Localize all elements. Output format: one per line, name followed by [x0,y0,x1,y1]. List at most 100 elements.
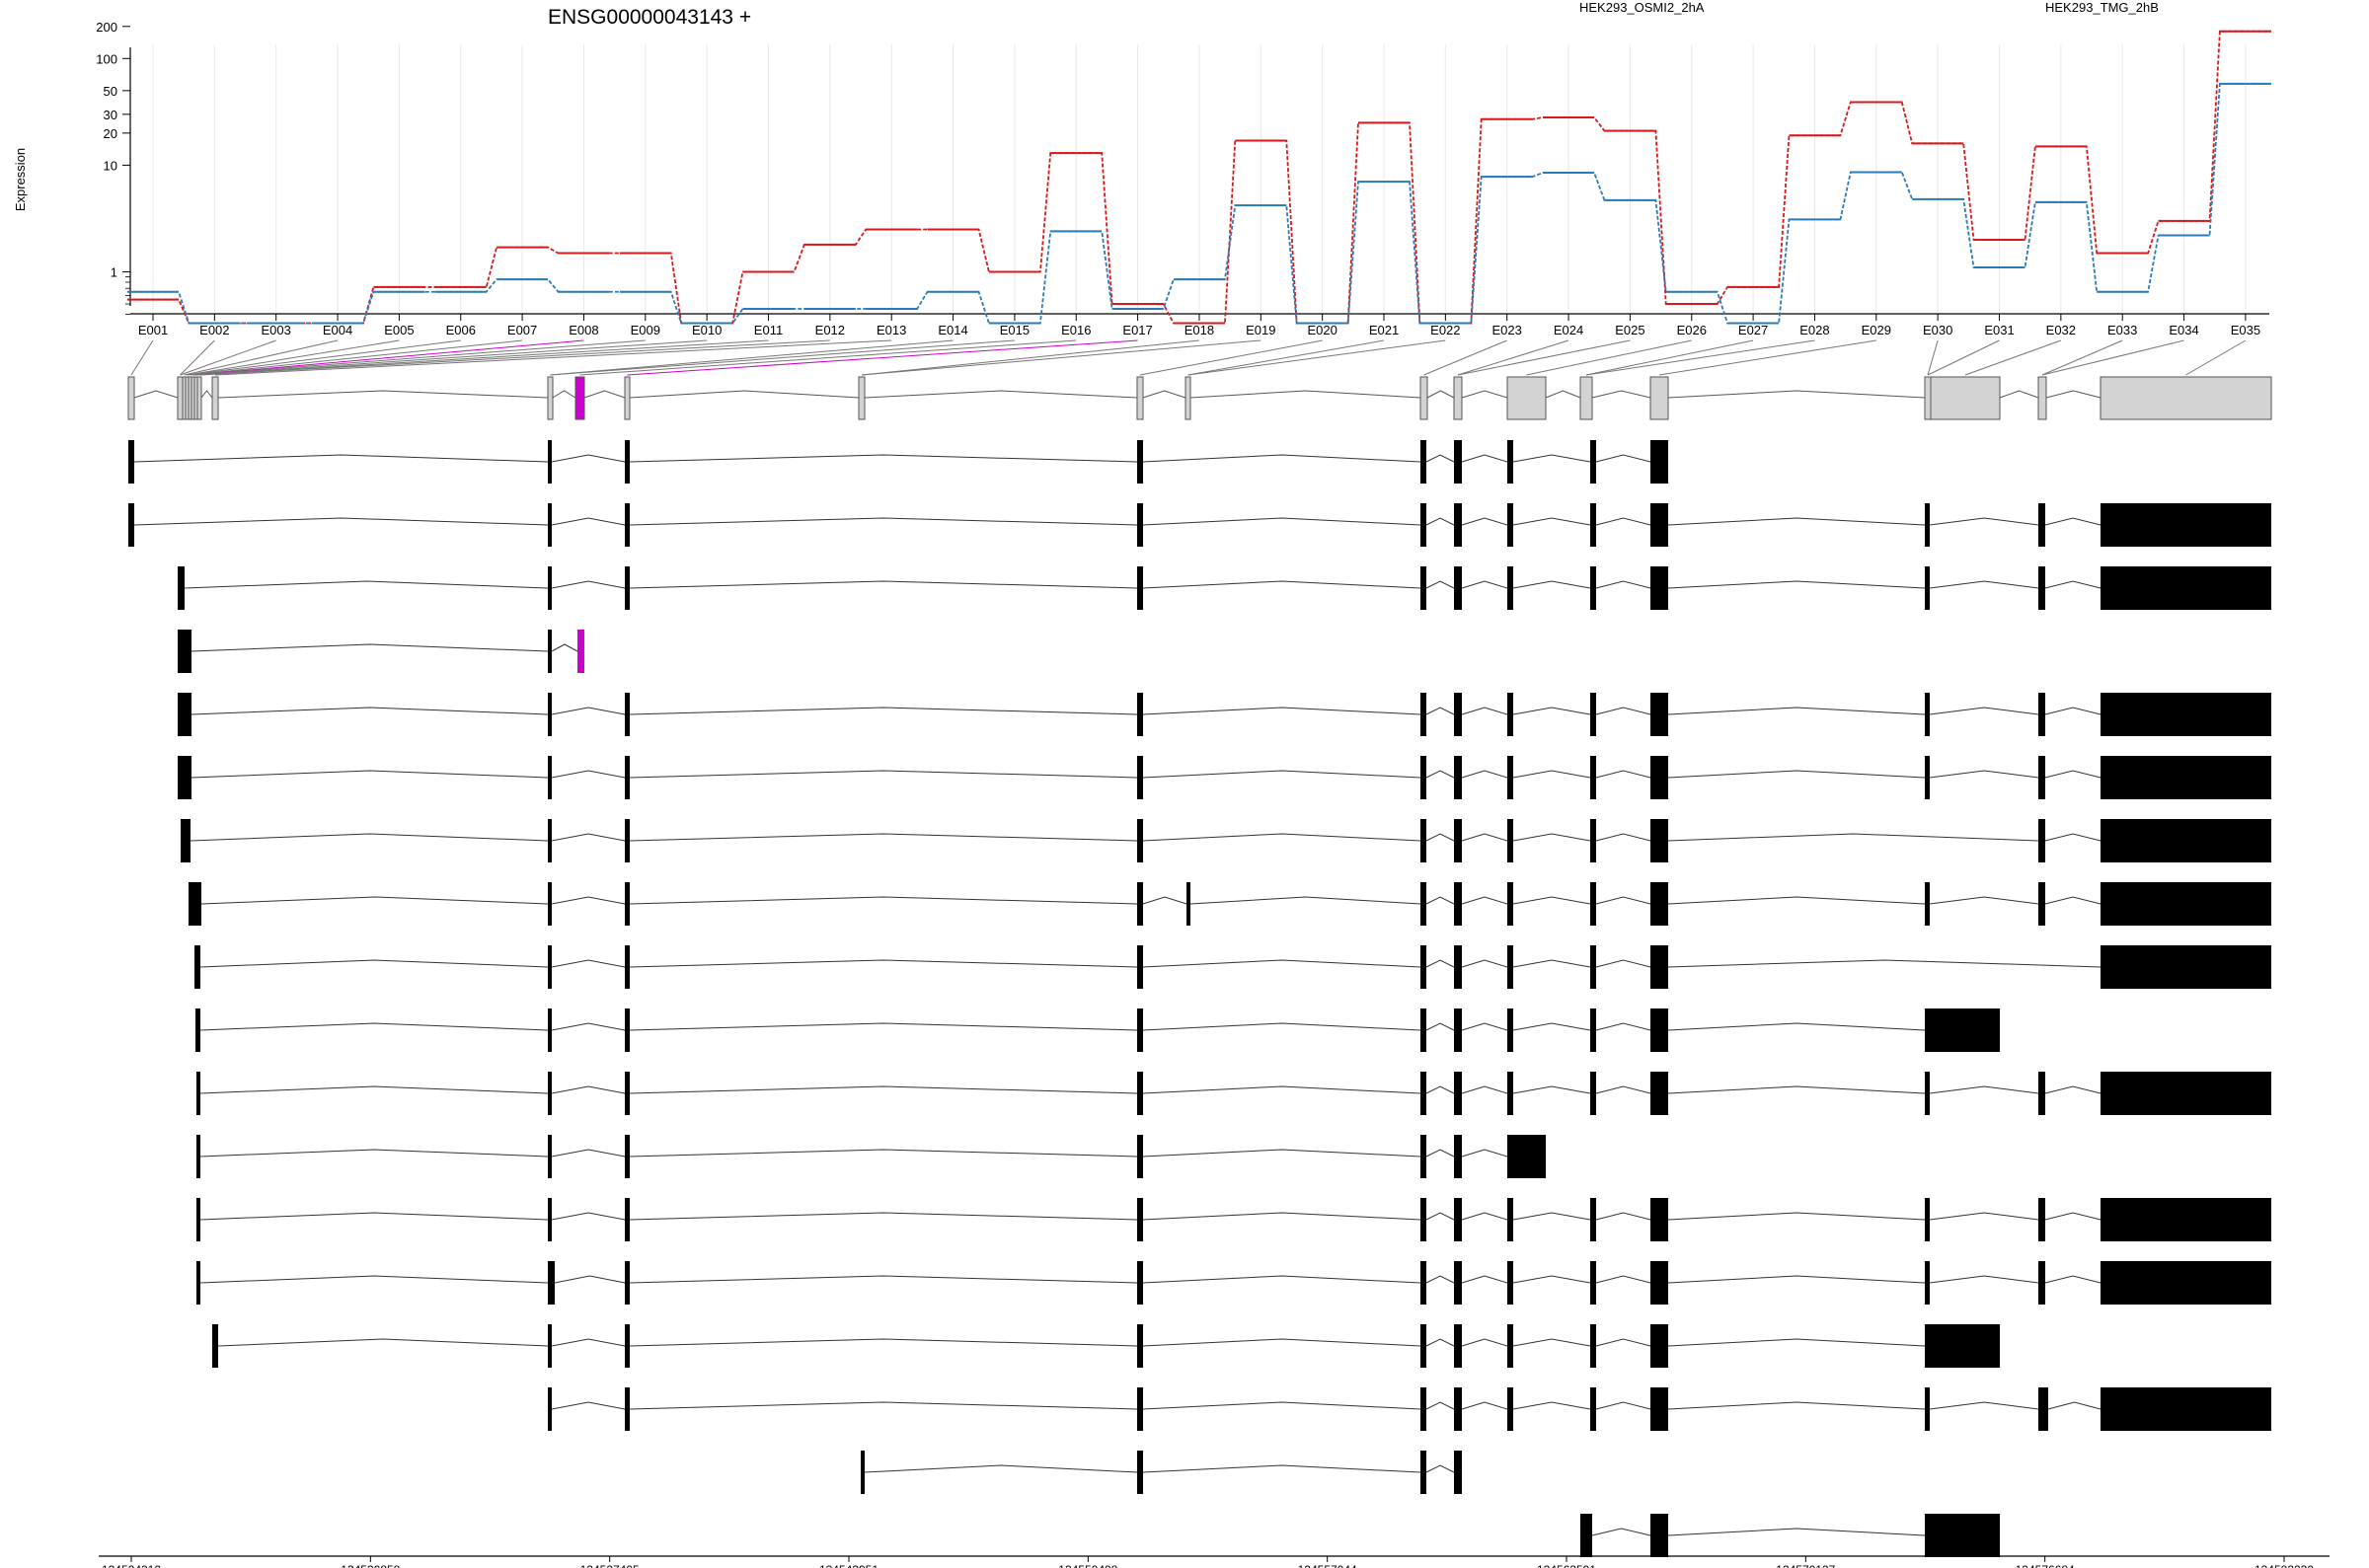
exon-bin-9 [547,376,554,420]
transcript-6-exon-6 [1507,819,1513,862]
transcript-1-exon-9 [1925,503,1930,547]
y-tick-label-200: 200 [96,20,117,35]
connector-E003 [180,339,276,376]
y-tick-label-50: 50 [104,84,117,99]
exon-bin-23 [2100,376,2272,420]
transcript-4-introns [191,707,2102,715]
genome-tick-label-4: 134550498 [1058,1563,1117,1568]
x-tick-label-E010: E010 [692,323,722,337]
transcript-1-exon-5 [1454,503,1462,547]
transcript-13-exon-9 [1925,1261,1930,1305]
exon-bin-19 [1649,376,1669,420]
genome-tick-label-3: 134543951 [819,1563,879,1568]
transcript-12-exon-2 [625,1198,630,1241]
transcript-14-exon-6 [1507,1324,1513,1368]
transcript-13-exon-3 [1137,1261,1143,1305]
x-tick-label-E003: E003 [262,323,291,337]
transcript-2-exon-0 [178,566,185,610]
transcript-5-exon-2 [625,756,630,799]
exon-bin-0 [127,376,135,420]
transcript-15-exon-3 [1420,1387,1426,1431]
transcript-11-exon-2 [625,1135,630,1178]
transcript-5-introns [191,770,2102,779]
x-tick-label-E024: E024 [1554,323,1583,337]
transcript-11-exon-1 [548,1135,552,1178]
transcript-10-exon-3 [1137,1072,1143,1115]
transcript-6-exon-7 [1590,819,1596,862]
transcript-2-exon-1 [548,566,552,610]
y-tick-label-30: 30 [104,108,117,122]
x-tick-label-E006: E006 [446,323,476,337]
gene-title: ENSG00000043143 + [548,6,751,29]
transcript-4-exon-3 [1137,693,1143,736]
transcript-5-exon-6 [1507,756,1513,799]
transcript-15-exon-5 [1507,1387,1513,1431]
transcript-7-exon-10 [1925,882,1930,926]
transcript-4-exon-7 [1590,693,1596,736]
exon-bin-22 [2037,376,2047,420]
connector-E026 [1526,339,1692,376]
transcript-7-exon-11 [2038,882,2045,926]
transcript-2-exon-3 [1137,566,1143,610]
transcript-8-exon-4 [1420,945,1426,989]
transcript-10-exon-5 [1454,1072,1462,1115]
x-tick-label-E001: E001 [138,323,168,337]
transcript-1-exon-8 [1650,503,1668,547]
transcript-13-exon-11 [2101,1261,2271,1305]
transcript-6-exon-2 [625,819,630,862]
genome-tick-label-1: 134530858 [341,1563,400,1568]
transcript-14-exon-0 [212,1324,218,1368]
transcript-13-exon-10 [2038,1261,2045,1305]
x-tick-label-E032: E032 [2046,323,2076,337]
transcript-5-exon-10 [2038,756,2045,799]
transcript-6-introns [190,833,2102,842]
transcript-10-introns [199,1085,2102,1094]
transcript-7-exon-2 [625,882,630,926]
connector-E023 [1423,339,1507,376]
transcript-9-introns [199,1022,1926,1031]
transcript-2-exon-8 [1650,566,1668,610]
connector-E028 [1585,339,1815,376]
transcript-6-exon-4 [1420,819,1426,862]
transcript-8-exon-3 [1137,945,1143,989]
x-tick-label-E019: E019 [1246,323,1275,337]
transcript-1-exon-2 [625,503,630,547]
exon-bin-18 [1579,376,1593,420]
genome-tick-label-6: 134563591 [1537,1563,1596,1568]
transcript-8-exon-9 [2101,945,2271,989]
connector-E018 [861,339,1200,376]
x-tick-label-E020: E020 [1307,323,1337,337]
transcript-4-exon-8 [1650,693,1668,736]
x-tick-label-E025: E025 [1615,323,1644,337]
transcript-12-exon-8 [1650,1198,1668,1241]
transcript-7-exon-7 [1507,882,1513,926]
x-tick-label-E016: E016 [1061,323,1091,337]
connector-E019 [861,339,1261,376]
transcript-6-exon-9 [2038,819,2045,862]
transcript-7-exon-9 [1650,882,1668,926]
transcript-7-exon-1 [548,882,552,926]
transcript-9-exon-5 [1454,1008,1462,1052]
x-tick-label-E014: E014 [938,323,967,337]
exon-bin-10 [574,376,585,420]
connector-E035 [2185,339,2247,376]
transcript-16-introns [864,1464,1455,1473]
connector-E015 [550,339,1015,376]
transcript-14-exon-3 [1137,1324,1143,1368]
transcript-1-exon-10 [2038,503,2045,547]
transcript-7-exon-0 [189,882,201,926]
x-tick-label-E011: E011 [754,323,783,337]
exon-bin-17 [1506,376,1547,420]
transcript-16-exon-0 [861,1451,865,1494]
transcript-12-exon-4 [1420,1198,1426,1241]
transcript-12-exon-11 [2101,1198,2271,1241]
x-tick-label-E018: E018 [1184,323,1214,337]
transcript-0-exon-7 [1590,440,1596,484]
transcript-2-exon-7 [1590,566,1596,610]
transcript-7-exon-6 [1454,882,1462,926]
transcript-5-exon-5 [1454,756,1462,799]
x-tick-label-E027: E027 [1738,323,1768,337]
transcript-10-exon-11 [2101,1072,2271,1115]
genome-axis-labels: 134524312 134530858 134537405 134543951 1345… [102,1556,2314,1568]
transcript-15-exon-1 [625,1387,630,1431]
